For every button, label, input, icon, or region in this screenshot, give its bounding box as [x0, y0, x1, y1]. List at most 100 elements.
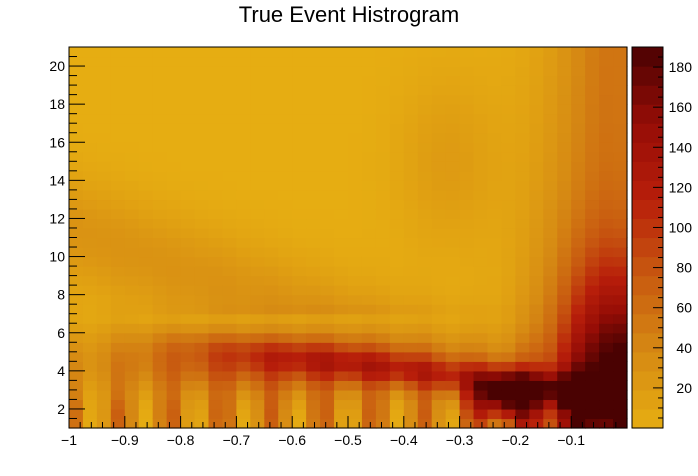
heatmap-cell: [375, 342, 391, 353]
heatmap-cell: [222, 218, 237, 229]
heatmap-cell: [571, 142, 586, 153]
heatmap-cell: [69, 247, 84, 258]
heatmap-cell: [306, 399, 321, 410]
heatmap-cell: [82, 218, 98, 229]
heatmap-cell: [69, 304, 84, 315]
heatmap-cell: [152, 132, 168, 143]
color-scale-swatch: [632, 47, 663, 67]
heatmap-cell: [571, 170, 586, 181]
heatmap-cell: [557, 189, 572, 201]
heatmap-cell: [264, 256, 279, 267]
heatmap-cell: [585, 342, 600, 353]
heatmap-cell: [543, 380, 558, 391]
heatmap-cell: [222, 380, 237, 391]
heatmap-cell: [543, 180, 558, 191]
heatmap-cell: [138, 361, 154, 372]
heatmap-cell: [459, 113, 475, 124]
heatmap-cell: [571, 66, 586, 77]
heatmap-cell: [417, 189, 433, 201]
heatmap-cell: [69, 408, 84, 420]
heatmap-cell: [69, 418, 84, 429]
heatmap-cell: [208, 132, 224, 143]
color-scale-swatch: [632, 180, 663, 200]
heatmap-cell: [334, 227, 349, 239]
heatmap-cell: [306, 256, 321, 267]
heatmap-cell: [417, 380, 433, 391]
heatmap-cell: [278, 161, 293, 172]
heatmap-cell: [613, 256, 628, 267]
color-scale-swatch: [632, 389, 663, 410]
heatmap-cell: [403, 332, 419, 343]
heatmap-cell: [389, 399, 405, 410]
heatmap-cell: [278, 113, 293, 124]
heatmap-cell: [403, 408, 419, 420]
heatmap-cell: [292, 56, 307, 67]
heatmap-cell: [250, 275, 265, 286]
heatmap-cell: [96, 389, 112, 401]
heatmap-cell: [571, 389, 586, 401]
heatmap-cell: [585, 132, 600, 143]
heatmap-cell: [473, 151, 489, 162]
heatmap-cell: [264, 313, 279, 324]
heatmap-cell: [82, 313, 98, 324]
heatmap-cell: [571, 218, 586, 229]
heatmap-cell: [166, 123, 182, 134]
heatmap-cell: [82, 351, 98, 362]
heatmap-cell: [431, 399, 447, 410]
heatmap-cell: [487, 47, 503, 58]
heatmap-cell: [180, 275, 196, 286]
heatmap-cell: [348, 104, 363, 115]
heatmap-cell: [278, 56, 293, 67]
heatmap-cell: [417, 304, 433, 315]
heatmap-cell: [361, 342, 377, 353]
heatmap-cell: [361, 170, 377, 181]
heatmap-cell: [431, 351, 447, 362]
heatmap-cell: [110, 85, 126, 96]
heatmap-cell: [473, 342, 489, 353]
heatmap-cell: [375, 189, 391, 201]
heatmap-cell: [264, 227, 279, 239]
heatmap-cell: [389, 66, 405, 77]
heatmap-cell: [292, 361, 307, 372]
heatmap-cell: [180, 332, 196, 343]
heatmap-cell: [96, 304, 112, 315]
heatmap-cell: [334, 218, 349, 229]
heatmap-cell: [110, 161, 126, 172]
heatmap-cell: [166, 75, 182, 86]
heatmap-cell: [138, 142, 154, 153]
heatmap-cell: [571, 113, 586, 124]
heatmap-cell: [292, 151, 307, 162]
heatmap-cell: [96, 142, 112, 153]
heatmap-cell: [348, 342, 363, 353]
heatmap-cell: [431, 180, 447, 191]
heatmap-cell: [445, 132, 461, 143]
heatmap-cell: [375, 389, 391, 401]
heatmap-cell: [69, 170, 84, 181]
heatmap-cell: [515, 208, 530, 220]
heatmap-cell: [613, 227, 628, 239]
heatmap-cell: [306, 113, 321, 124]
heatmap-cell: [110, 294, 126, 305]
heatmap-cell: [138, 380, 154, 391]
y-tick-label: 16: [49, 134, 65, 150]
heatmap-cell: [138, 408, 154, 420]
heatmap-cell: [124, 294, 140, 305]
heatmap-cell: [348, 323, 363, 334]
heatmap-cell: [222, 351, 237, 362]
heatmap-cell: [571, 408, 586, 420]
heatmap-cell: [613, 180, 628, 191]
heatmap-cell: [278, 94, 293, 105]
heatmap-cell: [348, 113, 363, 124]
heatmap-cell: [431, 85, 447, 96]
heatmap-cell: [264, 142, 279, 153]
heatmap-cell: [543, 361, 558, 372]
heatmap-cell: [138, 94, 154, 105]
heatmap-cell: [375, 361, 391, 372]
heatmap-cell: [180, 247, 196, 258]
heatmap-cell: [613, 189, 628, 201]
heatmap-cell: [250, 218, 265, 229]
heatmap-cell: [445, 208, 461, 220]
heatmap-cell: [264, 75, 279, 86]
heatmap-cell: [278, 123, 293, 134]
heatmap-cell: [194, 294, 210, 305]
